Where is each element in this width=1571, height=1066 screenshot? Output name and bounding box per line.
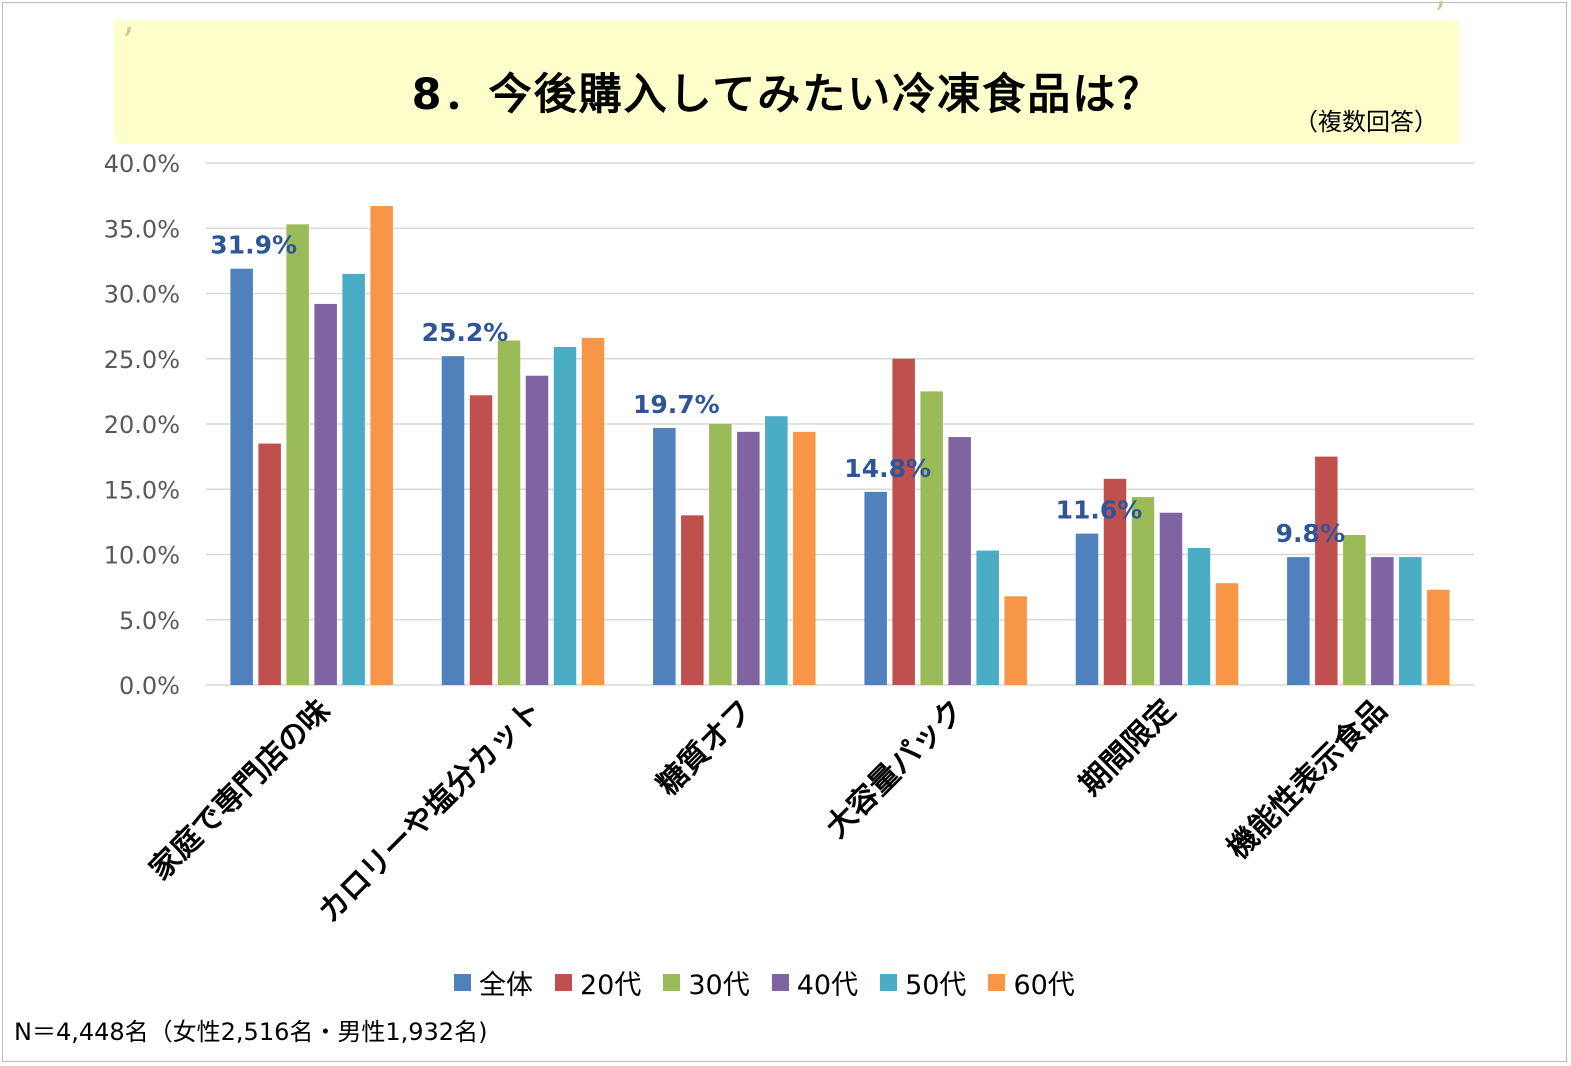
data-label: 11.6% [1056, 496, 1143, 525]
bar [1215, 583, 1239, 685]
bar [1187, 547, 1211, 685]
chart-title: 8．今後購入してみたい冷凍食品は？ [411, 70, 1163, 120]
legend-swatch [555, 973, 572, 991]
bar [1399, 557, 1422, 685]
legend-swatch [771, 973, 789, 991]
legend-label: 40代 [796, 969, 859, 1001]
bar [258, 443, 281, 685]
legend-item: 30代 [663, 963, 750, 1002]
bar [709, 424, 732, 685]
bar [497, 340, 521, 685]
data-label: 31.9% [210, 231, 297, 260]
legend-swatch [663, 973, 681, 991]
chart-subtitle: （複数回答） [1294, 108, 1438, 136]
x-category-label: 機能性表示食品 [1221, 693, 1394, 866]
bar [737, 431, 760, 685]
bar [553, 347, 577, 685]
bar [653, 427, 676, 685]
scroll-curl-left-icon: ’ [122, 20, 135, 64]
legend-label: 20代 [580, 969, 642, 1001]
bar [370, 206, 393, 685]
data-label: 9.8% [1276, 519, 1345, 548]
legend: 全体 20代 30代 40代 50代 60代 [454, 962, 1075, 1002]
legend-swatch [880, 973, 898, 991]
bar [920, 391, 943, 685]
bar [314, 303, 337, 685]
bar [1004, 596, 1027, 685]
bar [948, 437, 971, 685]
bar [230, 268, 253, 685]
bar [286, 224, 309, 685]
x-category-label: 糖質オフ [650, 693, 760, 803]
y-tick-label: 40.0% [104, 150, 180, 178]
bar [1287, 557, 1310, 685]
x-category-label: 大容量パック [819, 693, 971, 845]
data-label: 25.2% [422, 318, 509, 347]
data-label: 14.8% [844, 454, 931, 483]
x-category-label: 家庭で専門店の味 [143, 693, 337, 887]
scroll-curl-right-icon: ’ [1434, 0, 1447, 38]
legend-swatch [454, 973, 471, 991]
legend-item: 全体 [454, 963, 533, 1002]
bar [1131, 497, 1155, 685]
y-tick-label: 10.0% [104, 542, 180, 570]
bar [525, 375, 549, 685]
bar [1103, 478, 1127, 685]
legend-label: 50代 [905, 969, 967, 1001]
y-tick-label: 30.0% [104, 281, 180, 309]
bar [1343, 534, 1366, 685]
legend-item: 40代 [771, 963, 859, 1002]
bar [765, 416, 788, 685]
bar [342, 273, 365, 685]
legend-item: 60代 [988, 963, 1075, 1002]
legend-item: 50代 [880, 963, 966, 1002]
bar [1427, 589, 1450, 685]
bar [1075, 533, 1099, 685]
sample-size-note: N＝4,448名（女性2,516名・男性1,932名) [14, 1018, 488, 1046]
y-tick-label: 0.0% [119, 672, 180, 700]
bar [892, 358, 915, 685]
bar [793, 431, 816, 685]
bar [441, 356, 465, 685]
legend-label: 60代 [1013, 969, 1075, 1001]
bar [1159, 512, 1183, 685]
legend-label: 全体 [479, 969, 533, 1001]
legend-label: 30代 [688, 969, 750, 1001]
bar [1315, 456, 1338, 685]
y-tick-label: 35.0% [104, 215, 180, 243]
y-tick-label: 5.0% [119, 607, 180, 635]
y-tick-label: 15.0% [104, 476, 180, 504]
x-category-label: 期間限定 [1073, 693, 1183, 803]
bar [976, 550, 999, 685]
bar [1371, 557, 1394, 685]
legend-swatch [988, 973, 1006, 991]
y-tick-label: 20.0% [104, 411, 180, 439]
x-category-label: カロリーや塩分カット [312, 693, 549, 930]
title-banner: 8．今後購入してみたい冷凍食品は？ （複数回答） [114, 20, 1460, 144]
legend-item: 20代 [555, 963, 641, 1002]
data-label: 19.7% [633, 390, 720, 419]
y-tick-label: 25.0% [104, 346, 180, 374]
bar [864, 491, 887, 685]
bar [681, 515, 704, 685]
bar [469, 395, 493, 685]
bar [581, 337, 605, 685]
